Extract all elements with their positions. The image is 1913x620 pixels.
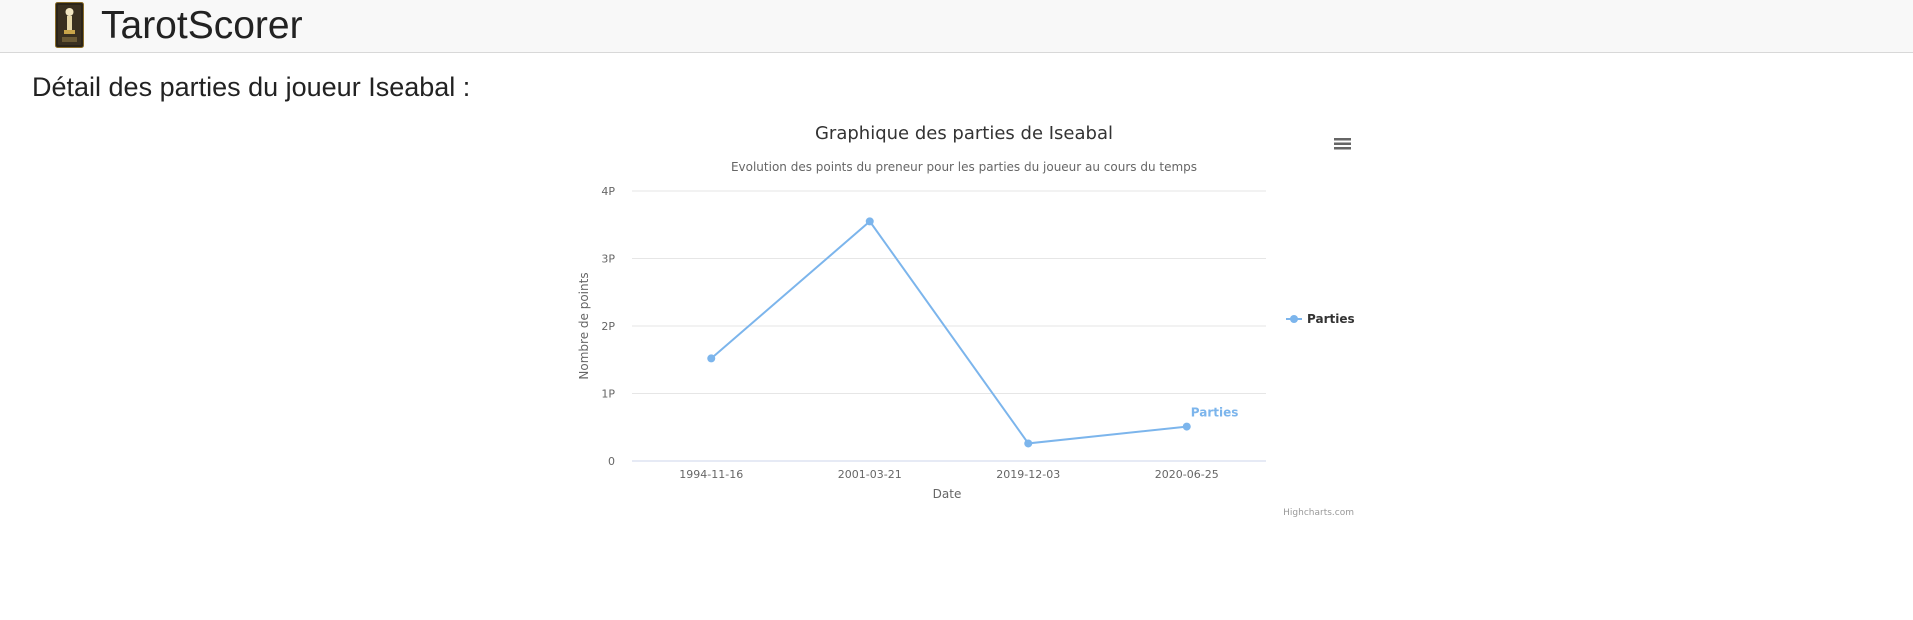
tarot-card-icon[interactable] — [55, 2, 84, 48]
legend-label: Parties — [1307, 312, 1355, 326]
y-axis-title: Nombre de points — [577, 272, 591, 379]
x-tick-label: 2020-06-25 — [1155, 468, 1219, 481]
data-point[interactable] — [865, 217, 874, 226]
navbar: TarotScorer — [0, 0, 1913, 53]
series-line-parties — [710, 219, 1187, 445]
page-heading: Détail des parties du joueur Iseabal : — [32, 72, 471, 102]
highcharts-credits[interactable]: Highcharts.com — [1283, 508, 1354, 518]
data-point[interactable] — [1182, 422, 1191, 431]
y-tick-label: 2P — [601, 320, 615, 333]
data-point[interactable] — [1024, 439, 1033, 448]
y-tick-label: 3P — [601, 253, 615, 266]
chart-container: Graphique des parties de Iseabal Evoluti… — [566, 116, 1360, 528]
chart-subtitle: Evolution des points du preneur pour les… — [731, 160, 1197, 174]
series-end-label: Parties — [1191, 406, 1239, 420]
y-tick-label: 0 — [608, 455, 615, 468]
chart-title: Graphique des parties de Iseabal — [815, 123, 1113, 144]
x-axis-title: Date — [933, 487, 962, 501]
line-chart: Graphique des parties de Iseabal Evoluti… — [577, 123, 1355, 518]
x-tick-label: 2019-12-03 — [996, 468, 1060, 481]
brand-name[interactable]: TarotScorer — [101, 4, 303, 47]
x-tick-label: 2001-03-21 — [838, 468, 902, 481]
legend-item-parties[interactable]: Parties — [1286, 312, 1355, 326]
hamburger-menu-icon[interactable] — [1333, 134, 1353, 152]
x-tick-label: 1994-11-16 — [679, 468, 743, 481]
data-point[interactable] — [707, 354, 716, 363]
y-tick-label: 1P — [601, 388, 615, 401]
y-tick-label: 4P — [601, 185, 615, 198]
legend-marker — [1290, 315, 1298, 323]
